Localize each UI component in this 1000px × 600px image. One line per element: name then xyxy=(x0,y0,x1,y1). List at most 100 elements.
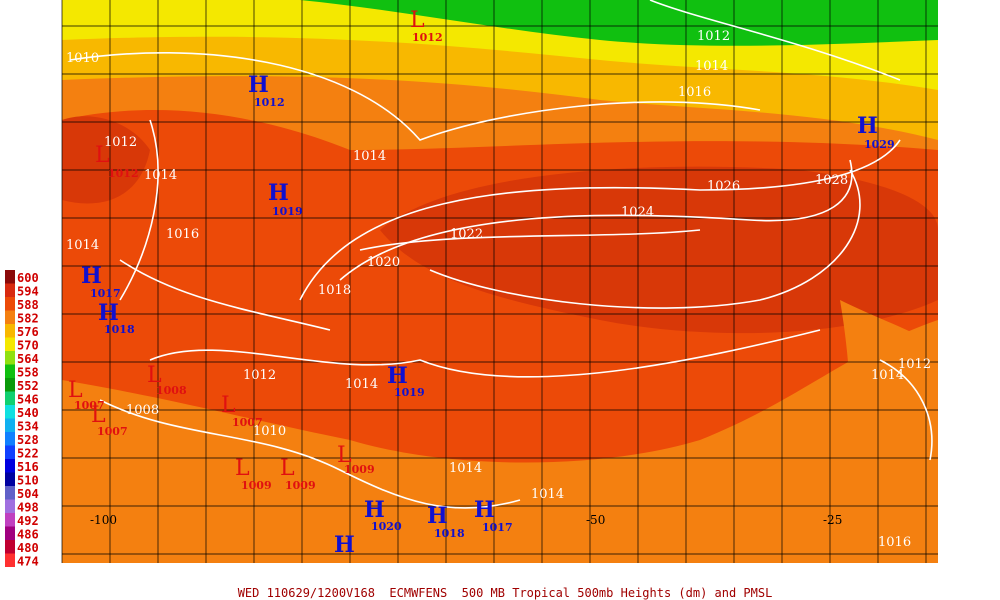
legend-swatch xyxy=(5,405,15,419)
legend-label: 528 xyxy=(17,433,39,447)
legend-label: 570 xyxy=(17,339,39,353)
legend-swatch xyxy=(5,526,15,540)
center-letter: H xyxy=(364,497,385,523)
center-pressure: 1018 xyxy=(104,323,135,336)
isobar-label: 1012 xyxy=(104,135,137,150)
center-pressure: 1008 xyxy=(156,384,187,397)
center-letter: H xyxy=(268,180,289,206)
legend-label: 534 xyxy=(17,420,39,434)
legend-label: 564 xyxy=(17,352,39,366)
center-letter: L xyxy=(68,378,83,403)
legend-label: 492 xyxy=(17,514,39,528)
legend-label: 558 xyxy=(17,366,39,380)
center-pressure: 1019 xyxy=(272,205,303,218)
legend-swatch xyxy=(5,283,15,297)
center-letter: H xyxy=(387,363,408,389)
center-letter: H xyxy=(98,300,119,326)
legend-swatch xyxy=(5,499,15,513)
isobar-label: 1014 xyxy=(449,461,482,476)
legend-swatch xyxy=(5,472,15,486)
legend-swatch xyxy=(5,337,15,351)
graticule xyxy=(61,0,938,563)
legend-label: 582 xyxy=(17,312,39,326)
center-pressure: 1012 xyxy=(412,31,443,44)
isobar-label: 1014 xyxy=(871,368,904,383)
isobar-label: 1014 xyxy=(695,59,728,74)
isobar-label: 1014 xyxy=(345,377,378,392)
isobar-label: 1028 xyxy=(815,173,848,188)
center-pressure: 1017 xyxy=(482,521,513,534)
center-letter: H xyxy=(334,532,355,558)
pressure-centers: L1012H1012H1029L1012H1019H1017H1018L1007… xyxy=(68,8,895,558)
legend-label: 480 xyxy=(17,541,39,555)
legend-label: 576 xyxy=(17,325,39,339)
center-pressure: 1018 xyxy=(434,527,465,540)
isobar-label: 1008 xyxy=(126,403,159,418)
center-letter: H xyxy=(81,263,102,289)
legend-swatch xyxy=(5,391,15,405)
legend-swatch xyxy=(5,553,15,567)
center-letter: L xyxy=(280,456,295,481)
center-pressure: 1009 xyxy=(344,463,375,476)
legend-label: 540 xyxy=(17,406,39,420)
legend-label: 552 xyxy=(17,379,39,393)
legend-label: 594 xyxy=(17,285,39,299)
center-pressure: 1009 xyxy=(241,479,272,492)
center-pressure: 1020 xyxy=(371,520,402,533)
isobar-label: 1012 xyxy=(898,357,931,372)
legend-swatch xyxy=(5,486,15,500)
longitude-label: -50 xyxy=(586,513,605,527)
center-pressure: 1012 xyxy=(108,167,139,180)
isobar-label: 1016 xyxy=(678,85,711,100)
isobars xyxy=(69,0,933,509)
isobar-label: 1014 xyxy=(531,487,564,502)
legend-swatch xyxy=(5,445,15,459)
legend-label: 546 xyxy=(17,393,39,407)
legend-swatch xyxy=(5,297,15,311)
center-letter: L xyxy=(410,8,425,33)
center-letter: L xyxy=(337,443,352,468)
center-pressure: 1012 xyxy=(254,96,285,109)
isobar-label: 1012 xyxy=(697,29,730,44)
legend-label: 522 xyxy=(17,447,39,461)
isobar-label: 1014 xyxy=(353,149,386,164)
center-letter: H xyxy=(248,72,269,98)
center-pressure: 1007 xyxy=(232,416,263,429)
center-pressure: 1007 xyxy=(74,399,105,412)
center-pressure: 1017 xyxy=(90,287,121,300)
legend-swatch xyxy=(5,418,15,432)
legend-swatch xyxy=(5,351,15,365)
center-letter: H xyxy=(474,497,495,523)
center-pressure: 1009 xyxy=(285,479,316,492)
center-letter: L xyxy=(91,403,106,428)
legend-label: 516 xyxy=(17,460,39,474)
isobar-label: 1014 xyxy=(144,168,177,183)
isobar-label: 1012 xyxy=(243,368,276,383)
center-pressure: 1029 xyxy=(864,138,895,151)
isobar-label: 1022 xyxy=(450,227,483,242)
isobar-label: 1016 xyxy=(878,535,911,550)
legend-label: 498 xyxy=(17,501,39,515)
isobar-labels: 1010 1012 1014 1014 1016 1014 1018 1020 … xyxy=(66,29,931,550)
center-letter: L xyxy=(95,143,110,168)
legend-swatch xyxy=(5,540,15,554)
legend-swatch xyxy=(5,310,15,324)
center-pressure: 1019 xyxy=(394,386,425,399)
center-letter: H xyxy=(857,113,878,139)
legend-label: 510 xyxy=(17,474,39,488)
legend-swatch xyxy=(5,378,15,392)
longitude-label: -100 xyxy=(90,513,117,527)
isobar-label: 1026 xyxy=(707,179,740,194)
longitude-label: -25 xyxy=(823,513,842,527)
center-pressure: 1007 xyxy=(97,425,128,438)
center-letter: L xyxy=(147,363,162,388)
legend-label: 474 xyxy=(17,555,39,569)
legend-label: 504 xyxy=(17,487,39,501)
center-letter: H xyxy=(427,503,448,529)
legend-swatch xyxy=(5,324,15,338)
isobar-label: 1016 xyxy=(166,227,199,242)
legend-label: 486 xyxy=(17,528,39,542)
center-letter: L xyxy=(235,456,250,481)
legend-swatch xyxy=(5,432,15,446)
